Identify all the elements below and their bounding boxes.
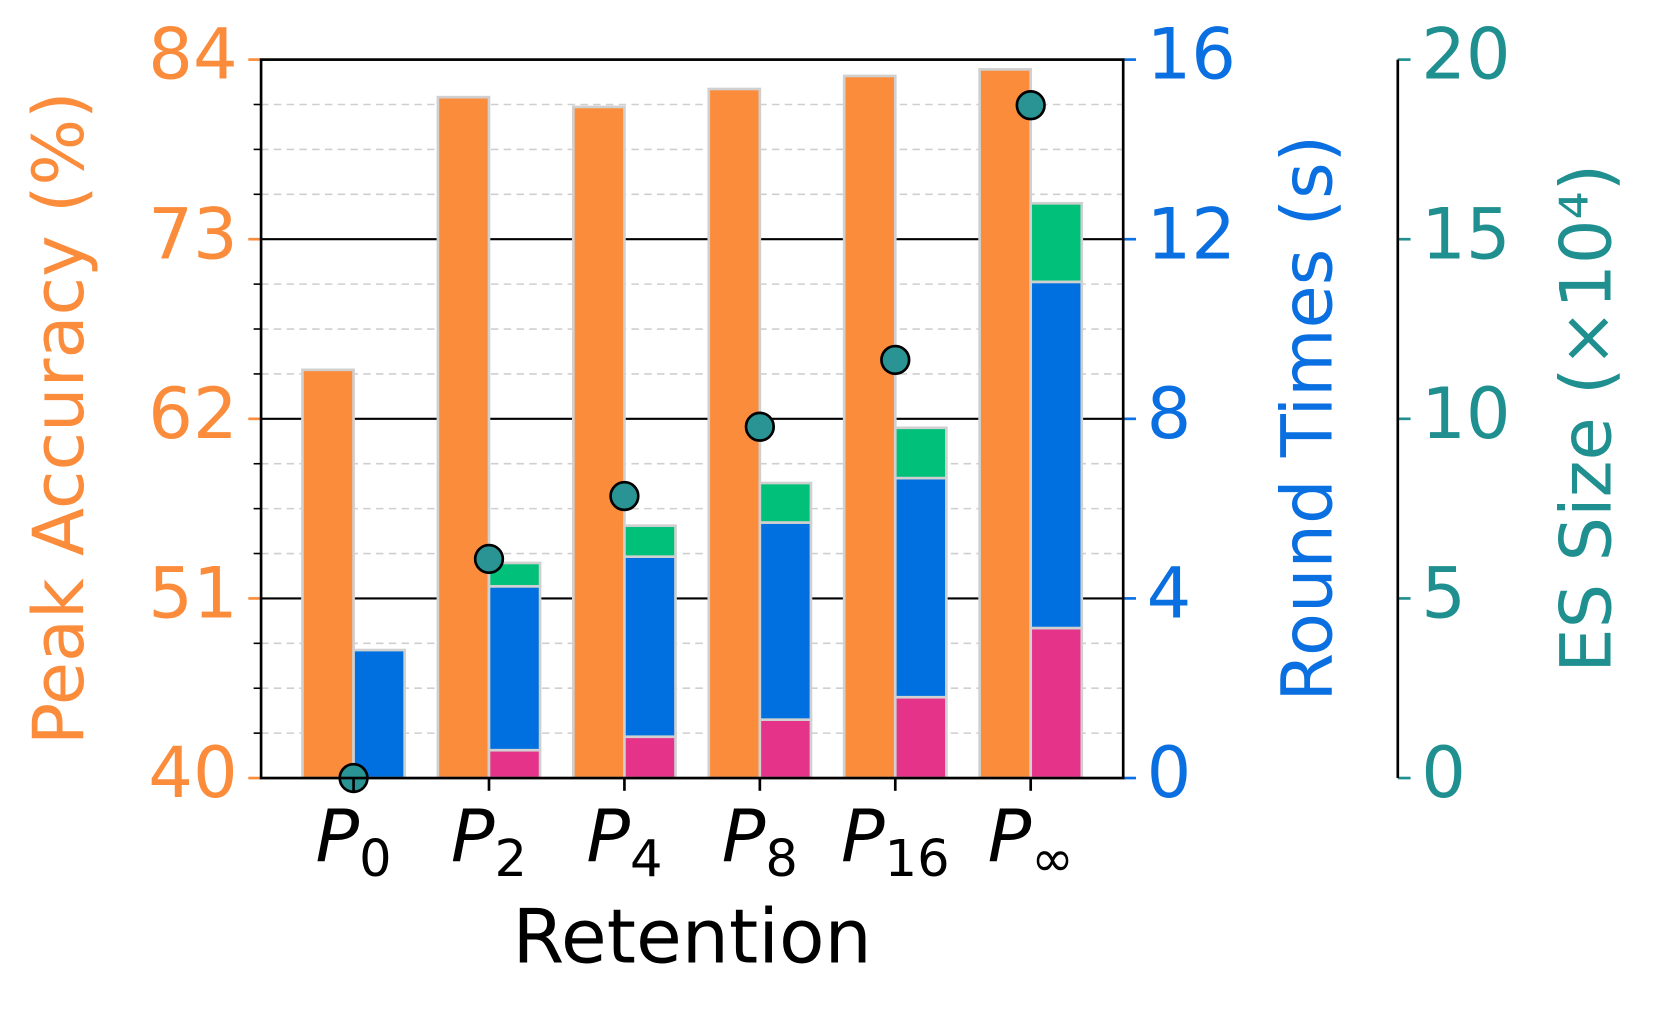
- bar: [572, 105, 626, 780]
- stacked-bar: [487, 748, 542, 780]
- bar: [436, 95, 491, 780]
- x-tick-label: P8: [722, 795, 798, 889]
- dots: [338, 90, 1046, 794]
- y-tick-label: 51: [148, 552, 237, 634]
- stacked-bar: [893, 426, 948, 480]
- x-axis-label: Retention: [513, 893, 872, 980]
- stacked-bar: [758, 521, 813, 721]
- bar: [978, 68, 1033, 780]
- category-sub: ∞: [1031, 830, 1074, 889]
- y2-tick-label: 0: [1147, 732, 1192, 814]
- y3-tick-label: 5: [1421, 552, 1466, 634]
- dot: [744, 411, 776, 442]
- y3-tick-label: 0: [1421, 732, 1466, 814]
- stacked-bar: [352, 648, 406, 780]
- dot: [473, 543, 505, 575]
- y2-tick-label: 4: [1147, 552, 1192, 634]
- stacked-bar: [487, 561, 542, 588]
- category-sub: 2: [495, 830, 528, 889]
- y-tick-label: 73: [148, 193, 237, 275]
- bar: [301, 368, 355, 780]
- dot: [609, 480, 640, 512]
- stacked-bar: [623, 524, 677, 559]
- category-sub: 0: [359, 830, 392, 889]
- category-base: P: [586, 795, 630, 879]
- bar: [842, 74, 897, 780]
- stacked-bar: [1029, 280, 1084, 630]
- dot: [1015, 90, 1046, 121]
- y2-axis-label: Round Times (s): [1267, 135, 1349, 702]
- stacked-bar: [623, 555, 677, 739]
- y2-tick-label: 12: [1147, 193, 1236, 275]
- category-base: P: [316, 795, 360, 879]
- x-tick-label: P∞: [988, 795, 1074, 889]
- category-base: P: [722, 795, 766, 879]
- stacked-bar: [893, 476, 948, 699]
- y2-tick-label: 16: [1147, 14, 1236, 96]
- category-sub: 4: [630, 830, 663, 889]
- stacked-bar: [487, 584, 542, 752]
- category-base: P: [841, 795, 885, 879]
- y3-axis-label: ES Size (×10⁴): [1546, 164, 1628, 673]
- x-tick-label: P0: [316, 795, 392, 889]
- x-tick-label: P2: [451, 795, 527, 889]
- plot-frame: [259, 58, 1125, 780]
- y-tick-label: 62: [148, 373, 237, 455]
- y-axis-label: Peak Accuracy (%): [18, 91, 100, 745]
- stacked-bar: [1029, 201, 1084, 284]
- bars: [301, 68, 1084, 780]
- stacked-bar: [758, 718, 813, 780]
- stacked-bar: [1029, 626, 1084, 780]
- category-sub: 16: [885, 830, 950, 889]
- stacked-bar: [893, 695, 948, 780]
- y2-tick-label: 8: [1147, 373, 1192, 455]
- y3-tick-label: 20: [1421, 14, 1510, 96]
- x-tick-label: P16: [841, 795, 950, 889]
- category-base: P: [988, 795, 1032, 879]
- stacked-bar: [623, 735, 677, 780]
- category-sub: 8: [765, 830, 797, 889]
- y-tick-label: 40: [148, 732, 237, 814]
- x-tick-label: P4: [586, 795, 662, 889]
- dot: [880, 344, 911, 376]
- stacked-bar: [758, 481, 813, 524]
- category-base: P: [451, 795, 495, 879]
- y3-tick-label: 10: [1421, 373, 1510, 455]
- y3-tick-label: 15: [1421, 193, 1510, 275]
- y-tick-label: 84: [148, 14, 237, 96]
